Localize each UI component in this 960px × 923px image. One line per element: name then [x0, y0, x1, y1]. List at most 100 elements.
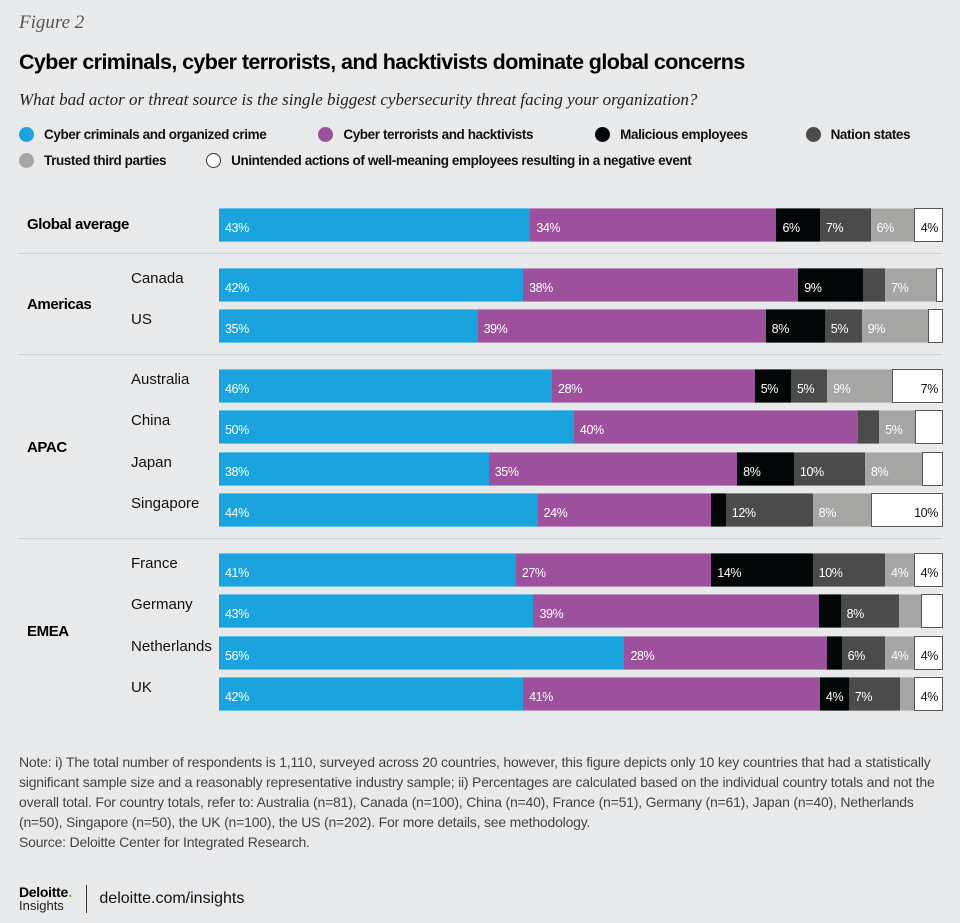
- bar-segment: 7%: [819, 208, 871, 242]
- bar-segment: 14%: [711, 552, 813, 587]
- data-label: 9%: [867, 322, 886, 336]
- bar-segment: 38%: [219, 451, 489, 486]
- stacked-bar: 46% 28% 5% 5% 9% 7%: [219, 368, 943, 403]
- data-label: 38%: [529, 280, 553, 295]
- legend-label: Malicious employees: [620, 126, 748, 142]
- bar-segment: [935, 267, 943, 302]
- bar-segment: 39%: [533, 594, 819, 628]
- data-label: 41%: [225, 565, 249, 580]
- bar-segment: [899, 677, 914, 711]
- data-label: 6%: [782, 221, 800, 235]
- data-label: 42%: [225, 690, 249, 704]
- stacked-bar: 44% 24% 12% 8% 10%: [219, 493, 943, 527]
- bar-segment: [857, 410, 880, 444]
- bar-segment: 35%: [219, 309, 478, 343]
- bar-segment: 27%: [515, 552, 712, 587]
- country-label: Canada: [131, 269, 184, 287]
- filled-circle-icon: [595, 126, 611, 142]
- bar-segment: 10%: [793, 451, 865, 486]
- bar-segment: 8%: [812, 493, 871, 527]
- bar-segment: 5%: [790, 368, 828, 403]
- data-label: 6%: [876, 221, 895, 235]
- bar-segment: 43%: [219, 208, 531, 242]
- data-label: 10%: [818, 565, 843, 580]
- legend-label: Trusted third parties: [44, 152, 167, 168]
- bar-segment: [928, 309, 943, 343]
- legend-label: Cyber terrorists and hacktivists: [343, 126, 534, 142]
- bar-segment: 42%: [219, 677, 524, 711]
- bar-segment: 44%: [219, 493, 538, 527]
- data-label: 4%: [825, 690, 844, 704]
- data-label: 28%: [630, 648, 655, 663]
- data-label: 4%: [920, 565, 939, 580]
- data-label: 10%: [799, 464, 824, 479]
- region-label: EMEA: [27, 622, 69, 640]
- deloitte-insights-logo: Deloitte. Insights: [19, 884, 73, 913]
- data-label: 8%: [870, 464, 889, 479]
- stacked-bar: 42% 41% 4% 7% 4%: [219, 677, 943, 711]
- data-label: 9%: [833, 381, 851, 396]
- data-label: 8%: [771, 322, 790, 336]
- bar-segment: 5%: [754, 368, 791, 403]
- country-label: China: [131, 412, 171, 429]
- data-label: 38%: [225, 464, 249, 479]
- data-label: 27%: [521, 565, 546, 580]
- data-label: 39%: [483, 322, 508, 336]
- figure-label: Figure 2: [19, 12, 85, 33]
- bar-segment: 7%: [892, 368, 943, 403]
- data-label: 28%: [558, 381, 582, 396]
- bar-segment: 41%: [219, 552, 516, 587]
- bar-segment: 35%: [488, 451, 738, 486]
- bar-segment: 4%: [914, 635, 943, 670]
- data-label: 50%: [225, 423, 249, 437]
- data-label: 8%: [743, 464, 761, 479]
- data-label: 43%: [225, 221, 249, 235]
- bar-segment: 4%: [819, 677, 849, 711]
- bar-segment: 12%: [725, 493, 813, 527]
- bar-segment: 42%: [219, 267, 524, 302]
- bar-segment: 46%: [219, 368, 553, 403]
- footer-divider: [86, 885, 88, 913]
- data-label: 4%: [920, 648, 939, 663]
- bar-segment: 8%: [840, 594, 900, 628]
- bar-segment: 7%: [885, 267, 936, 302]
- legend-label: Unintended actions of well-meaning emplo…: [231, 152, 692, 168]
- data-label: 43%: [225, 607, 249, 621]
- stacked-bar: 56% 28% 6% 4% 4%: [219, 635, 943, 670]
- footer: Deloitte. Insights deloitte.com/insights: [19, 885, 244, 913]
- logo-sub-text: Insights: [19, 898, 64, 913]
- bar-segment: 7%: [848, 677, 900, 711]
- country-label: Australia: [131, 370, 190, 388]
- bar-segment: 8%: [864, 451, 922, 486]
- legend-item: Unintended actions of well-meaning emplo…: [206, 152, 692, 168]
- stacked-bar: 50% 40% 5%: [219, 410, 943, 444]
- region-label: Americas: [27, 296, 92, 314]
- bar-segment: 10%: [812, 552, 886, 587]
- bar-segment: 5%: [824, 309, 862, 343]
- logo-green-dot: .: [67, 884, 73, 901]
- filled-circle-icon: [805, 126, 821, 142]
- region-label: Global average: [27, 216, 129, 233]
- source-text: Source: Deloitte Center for Integrated R…: [19, 834, 310, 850]
- bar-segment: [827, 635, 842, 670]
- data-label: 4%: [891, 565, 909, 580]
- stacked-bar-chart: 43% 34% 6% 7% 6% 4% Global average Canada 42% 38%…: [0, 195, 960, 715]
- bar-segment: 4%: [885, 635, 915, 670]
- bar-segment: 56%: [219, 635, 625, 670]
- bar-segment: 8%: [737, 451, 794, 486]
- data-label: 4%: [920, 690, 939, 704]
- stacked-bar: 38% 35% 8% 10% 8%: [219, 451, 943, 486]
- legend-label: Cyber criminals and organized crime: [44, 126, 267, 142]
- bar-segment: 4%: [914, 208, 943, 242]
- data-label: 5%: [885, 423, 903, 437]
- bar-segment: [863, 267, 886, 302]
- bar-segment: 5%: [879, 410, 915, 444]
- data-label: 5%: [760, 381, 779, 396]
- country-label: Singapore: [131, 495, 200, 512]
- bar-segment: 28%: [624, 635, 828, 670]
- country-label: UK: [131, 679, 152, 696]
- bar-segment: 9%: [861, 309, 929, 343]
- data-label: 6%: [847, 648, 866, 663]
- deloitte-insights-link[interactable]: deloitte.com/insights: [99, 890, 245, 907]
- bar-segment: 34%: [530, 208, 777, 242]
